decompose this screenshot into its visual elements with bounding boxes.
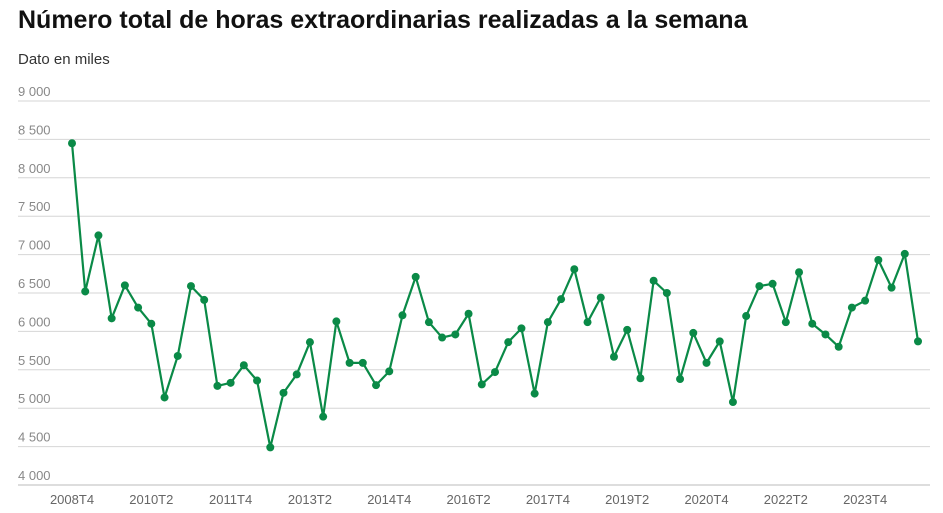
data-point-2011T2[interactable] bbox=[200, 295, 209, 304]
data-point-2009T4[interactable] bbox=[120, 281, 129, 290]
data-point-2024T3[interactable] bbox=[900, 249, 909, 258]
data-point-2024T1[interactable] bbox=[874, 255, 883, 264]
data-point-2011T4[interactable] bbox=[226, 378, 235, 387]
data-point-2019T3[interactable] bbox=[636, 374, 645, 383]
x-tick-label: 2020T4 bbox=[684, 492, 728, 507]
data-point-2023T1[interactable] bbox=[821, 330, 830, 339]
data-point-2022T2[interactable] bbox=[781, 318, 790, 327]
data-point-2015T4[interactable] bbox=[438, 333, 447, 342]
y-tick-label: 9 000 bbox=[18, 84, 51, 99]
data-point-2024T4[interactable] bbox=[914, 337, 922, 346]
y-tick-label: 6 500 bbox=[18, 276, 51, 291]
y-tick-label: 5 000 bbox=[18, 391, 51, 406]
data-point-2022T4[interactable] bbox=[808, 319, 817, 328]
data-point-2008T4[interactable] bbox=[68, 139, 76, 148]
x-tick-label: 2023T4 bbox=[843, 492, 887, 507]
data-point-2018T3[interactable] bbox=[583, 318, 592, 327]
data-point-2022T3[interactable] bbox=[795, 268, 804, 277]
x-tick-label: 2008T4 bbox=[50, 492, 94, 507]
y-tick-label: 6 000 bbox=[18, 314, 51, 329]
y-tick-label: 7 500 bbox=[18, 199, 51, 214]
x-tick-label: 2016T2 bbox=[447, 492, 491, 507]
data-point-2011T3[interactable] bbox=[213, 381, 222, 390]
data-point-2015T1[interactable] bbox=[398, 311, 407, 320]
data-point-2020T2[interactable] bbox=[676, 375, 685, 384]
data-point-2010T4[interactable] bbox=[173, 351, 182, 360]
x-tick-label: 2011T4 bbox=[209, 492, 252, 507]
data-point-2019T2[interactable] bbox=[623, 325, 632, 334]
chart-title: Número total de horas extraordinarias re… bbox=[18, 6, 748, 34]
data-point-2023T2[interactable] bbox=[834, 342, 843, 351]
y-tick-label: 4 000 bbox=[18, 468, 51, 483]
y-tick-label: 5 500 bbox=[18, 353, 51, 368]
data-point-2017T4[interactable] bbox=[543, 318, 552, 327]
data-point-2014T1[interactable] bbox=[345, 358, 354, 367]
data-point-2012T3[interactable] bbox=[266, 443, 275, 452]
data-point-2019T1[interactable] bbox=[609, 352, 618, 361]
data-point-2021T1[interactable] bbox=[715, 337, 724, 346]
data-point-2012T1[interactable] bbox=[239, 361, 248, 370]
y-tick-label: 7 000 bbox=[18, 238, 51, 253]
data-point-2009T3[interactable] bbox=[107, 314, 116, 323]
data-point-2016T1[interactable] bbox=[451, 330, 460, 339]
x-tick-label: 2022T2 bbox=[764, 492, 808, 507]
data-point-2016T3[interactable] bbox=[477, 380, 486, 389]
y-tick-label: 8 500 bbox=[18, 122, 51, 137]
x-tick-label: 2014T4 bbox=[367, 492, 411, 507]
data-point-2024T2[interactable] bbox=[887, 283, 896, 292]
y-tick-label: 4 500 bbox=[18, 430, 51, 445]
data-point-2023T4[interactable] bbox=[861, 296, 870, 305]
data-point-2010T3[interactable] bbox=[160, 393, 169, 402]
data-point-2014T4[interactable] bbox=[385, 367, 394, 376]
data-point-2009T2[interactable] bbox=[94, 231, 103, 240]
data-point-2018T4[interactable] bbox=[596, 293, 605, 302]
x-tick-label: 2017T4 bbox=[526, 492, 570, 507]
data-point-2022T1[interactable] bbox=[768, 279, 777, 288]
data-point-2013T4[interactable] bbox=[332, 317, 341, 326]
x-tick-label: 2013T2 bbox=[288, 492, 332, 507]
data-point-2016T2[interactable] bbox=[464, 309, 473, 318]
data-point-2020T4[interactable] bbox=[702, 358, 711, 367]
data-point-2017T1[interactable] bbox=[504, 338, 513, 347]
x-tick-label: 2019T2 bbox=[605, 492, 649, 507]
data-point-2011T1[interactable] bbox=[186, 282, 195, 291]
data-point-2021T3[interactable] bbox=[742, 312, 751, 321]
data-point-2017T3[interactable] bbox=[530, 389, 539, 398]
data-point-2017T2[interactable] bbox=[517, 324, 526, 333]
data-point-2014T3[interactable] bbox=[372, 381, 381, 390]
data-point-2012T4[interactable] bbox=[279, 388, 288, 397]
data-point-2009T1[interactable] bbox=[81, 287, 90, 296]
chart-subtitle: Dato en miles bbox=[18, 51, 110, 68]
data-point-2023T3[interactable] bbox=[847, 303, 856, 312]
data-point-2020T3[interactable] bbox=[689, 328, 698, 337]
data-point-2010T2[interactable] bbox=[147, 319, 156, 328]
data-point-2012T2[interactable] bbox=[253, 376, 262, 385]
data-point-2016T4[interactable] bbox=[491, 368, 499, 377]
data-point-2018T1[interactable] bbox=[557, 295, 566, 304]
data-point-2013T3[interactable] bbox=[319, 412, 328, 421]
x-tick-label: 2010T2 bbox=[129, 492, 173, 507]
data-point-2021T2[interactable] bbox=[728, 398, 737, 407]
data-point-2010T1[interactable] bbox=[134, 303, 143, 312]
data-point-2021T4[interactable] bbox=[755, 282, 764, 291]
data-point-2018T2[interactable] bbox=[570, 265, 579, 274]
data-point-2020T1[interactable] bbox=[662, 289, 671, 297]
series-line bbox=[70, 143, 920, 449]
data-point-2015T2[interactable] bbox=[411, 272, 420, 281]
data-point-2013T2[interactable] bbox=[305, 338, 314, 347]
y-tick-label: 8 000 bbox=[18, 161, 51, 176]
data-point-2013T1[interactable] bbox=[292, 370, 301, 379]
data-point-2014T2[interactable] bbox=[358, 358, 367, 367]
data-point-2019T4[interactable] bbox=[649, 276, 658, 285]
data-point-2015T3[interactable] bbox=[424, 318, 433, 327]
